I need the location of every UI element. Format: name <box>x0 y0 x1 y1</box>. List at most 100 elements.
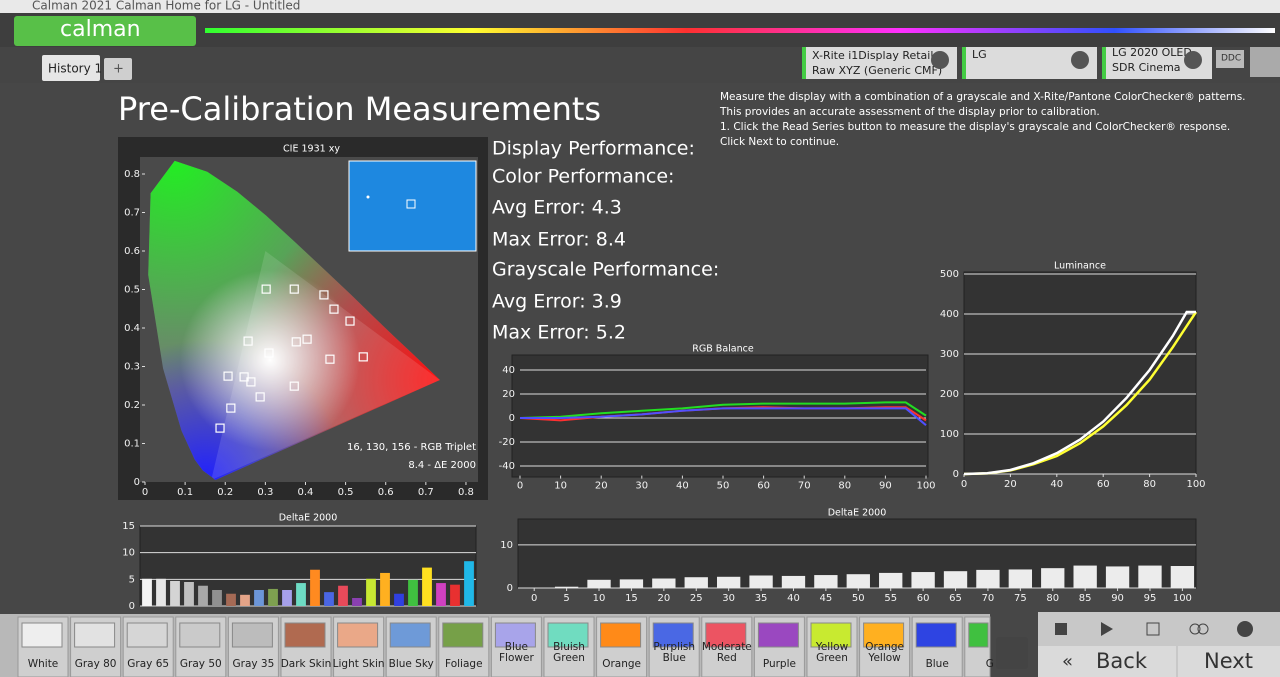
patch-button[interactable]: Light Skin <box>333 616 385 677</box>
bar <box>1041 568 1065 588</box>
patch-swatch <box>442 622 484 648</box>
x-tick-label: 40 <box>787 593 800 604</box>
profile-name: LG 2020 OLED <box>1112 46 1192 59</box>
performance-line: Grayscale Performance: <box>492 259 719 281</box>
patch-swatch <box>74 622 116 648</box>
x-tick-label: 90 <box>879 481 892 492</box>
bar <box>156 578 166 606</box>
patch-button[interactable]: G <box>964 616 994 677</box>
patch-label: Gray 80 <box>75 658 117 670</box>
patch-button[interactable]: Dark Skin <box>280 616 332 677</box>
x-tick-label: 15 <box>625 593 638 604</box>
patch-button[interactable]: Blue Sky <box>385 616 437 677</box>
inset-measured <box>366 195 370 199</box>
dropdown-arrows <box>931 51 1202 69</box>
x-tick-label: 0 <box>517 481 523 492</box>
meter-select[interactable] <box>802 47 957 79</box>
instruction-line: Measure the display with a combination o… <box>720 91 1246 103</box>
target-point <box>239 372 249 382</box>
patch-swatch <box>21 622 63 648</box>
target-point <box>358 352 368 362</box>
transport-icons[interactable] <box>996 621 1253 669</box>
y-tick-label: 500 <box>940 269 959 280</box>
back-button[interactable] <box>1038 646 1176 677</box>
patch-swatch <box>705 622 747 648</box>
add-tab[interactable] <box>104 58 132 80</box>
bar <box>1073 565 1097 588</box>
patch-label: Yellow <box>815 641 849 653</box>
performance-line: Avg Error: 4.3 <box>492 197 622 219</box>
logo-button[interactable] <box>14 16 196 46</box>
x-tick-label: 0 <box>142 487 148 498</box>
bar <box>198 585 208 606</box>
bar <box>464 561 474 606</box>
performance-line: Avg Error: 3.9 <box>492 291 622 313</box>
patch-label: Yellow <box>867 652 901 664</box>
x-tick-label: 5 <box>563 593 569 604</box>
patch-label: White <box>28 658 59 670</box>
patch-swatch <box>757 622 799 648</box>
patch-label: Orange <box>602 658 641 670</box>
x-tick-label: 95 <box>1144 593 1157 604</box>
patch-button[interactable]: Gray 50 <box>175 616 227 677</box>
tab[interactable] <box>42 55 100 81</box>
profile-status <box>1102 47 1106 79</box>
rainbow-bar <box>205 28 1275 33</box>
patch-swatch <box>547 622 589 648</box>
patch-label: Purple <box>763 658 796 670</box>
x-tick-label: 0 <box>961 479 967 490</box>
bar <box>254 590 264 606</box>
meter-mode: Raw XYZ (Generic CMF) <box>812 64 942 77</box>
bar <box>846 574 870 588</box>
patch-label: Flower <box>499 652 534 664</box>
tab-label: History 1 <box>48 62 102 76</box>
patch-button[interactable]: Gray 35 <box>227 616 279 677</box>
bar <box>781 575 806 588</box>
x-tick-label: 0.5 <box>338 487 354 498</box>
target-point <box>243 336 253 346</box>
patch-button[interactable]: Purple <box>753 616 805 677</box>
target-point <box>261 284 271 294</box>
patch-button[interactable]: Gray 65 <box>122 616 174 677</box>
x-tick-label: 40 <box>1050 479 1063 490</box>
patch-button[interactable]: Blue <box>911 616 963 677</box>
target-point <box>289 284 299 294</box>
x-tick-label: 100 <box>1186 479 1205 490</box>
x-tick-label: 0.6 <box>378 487 394 498</box>
x-tick-label: 65 <box>949 593 962 604</box>
y-tick-label: 100 <box>940 429 959 440</box>
x-tick-label: 55 <box>884 593 897 604</box>
next-button[interactable] <box>1178 646 1280 677</box>
target-point <box>325 354 335 364</box>
back-chevron: « <box>1062 651 1073 672</box>
bar <box>338 585 348 606</box>
target-point <box>319 290 329 300</box>
ddc-button[interactable] <box>1216 50 1244 68</box>
chart-title: CIE 1931 xy <box>283 144 340 155</box>
patch-button[interactable]: Orange <box>596 616 648 677</box>
bar <box>716 576 741 588</box>
x-tick-label: 0.4 <box>298 487 314 498</box>
patch-button[interactable]: Gray 80 <box>70 616 122 677</box>
x-tick-label: 85 <box>1079 593 1092 604</box>
performance-line: Max Error: 8.4 <box>492 229 626 251</box>
patch-swatch <box>652 622 694 648</box>
patch-swatch <box>126 622 168 648</box>
series-line <box>519 401 927 419</box>
bar <box>226 593 236 606</box>
patch-button[interactable]: Foliage <box>438 616 490 677</box>
window-title: Calman 2021 Calman Home for LG - Untitle… <box>32 0 300 13</box>
inset-target <box>406 199 416 209</box>
bar <box>240 594 250 606</box>
x-tick-label: 20 <box>657 593 670 604</box>
settings-button[interactable] <box>1250 47 1280 77</box>
y-tick-label: 0 <box>509 413 515 424</box>
patch-button[interactable]: White <box>17 616 69 677</box>
